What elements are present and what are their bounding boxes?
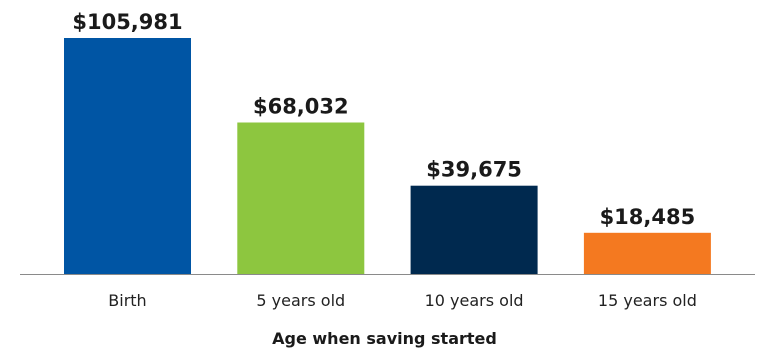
x-tick-label-3: 15 years old (598, 291, 697, 310)
x-tick-label-1: 5 years old (256, 291, 345, 310)
bars-group (64, 38, 711, 274)
value-label-0: $105,981 (72, 10, 182, 34)
bar-1 (237, 122, 365, 274)
x-axis-title: Age when saving started (272, 329, 497, 348)
bar-3 (583, 232, 711, 274)
x-tick-label-2: 10 years old (425, 291, 524, 310)
x-tick-label-0: Birth (108, 291, 146, 310)
x-tick-labels-group: Birth 5 years old 10 years old 15 years old (108, 291, 697, 310)
value-label-3: $18,485 (600, 205, 696, 229)
bar-0 (64, 38, 191, 274)
value-label-2: $39,675 (426, 158, 522, 182)
value-labels-group: $105,981 $68,032 $39,675 $18,485 (72, 10, 695, 229)
value-label-1: $68,032 (253, 95, 349, 119)
bar-2 (410, 185, 538, 274)
